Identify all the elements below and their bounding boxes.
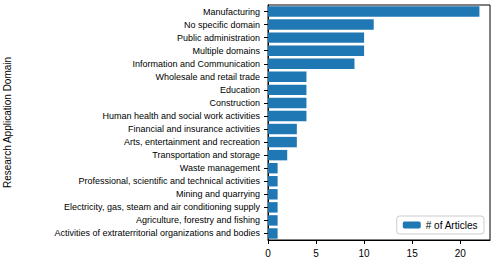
svg-text:Wholesale and retail trade: Wholesale and retail trade [155, 72, 260, 82]
svg-text:Human health and social work a: Human health and social work activities [102, 111, 260, 121]
svg-text:Multiple domains: Multiple domains [192, 46, 260, 56]
svg-text:0: 0 [265, 248, 271, 259]
svg-text:5: 5 [313, 248, 319, 259]
svg-text:Activities of extraterritorial: Activities of extraterritorial organizat… [54, 228, 260, 238]
svg-text:20: 20 [455, 248, 467, 259]
svg-text:Agriculture, forestry and fish: Agriculture, forestry and fishing [136, 215, 260, 225]
svg-text:Waste management: Waste management [180, 163, 261, 173]
svg-text:Education: Education [220, 85, 260, 95]
svg-text:10: 10 [359, 248, 371, 259]
svg-text:15: 15 [407, 248, 419, 259]
svg-text:Construction: Construction [209, 98, 260, 108]
svg-text:Financial and insurance activi: Financial and insurance activities [128, 124, 261, 134]
svg-text:# of Articles: # of Articles [426, 220, 478, 231]
svg-text:Mining and quarrying: Mining and quarrying [176, 189, 260, 199]
svg-text:Transportation and storage: Transportation and storage [152, 150, 260, 160]
svg-text:Arts, entertainment and recrea: Arts, entertainment and recreation [124, 137, 260, 147]
svg-text:Manufacturing: Manufacturing [203, 7, 260, 17]
svg-text:Research Application Domain: Research Application Domain [2, 57, 13, 188]
svg-text:Professional, scientific and t: Professional, scientific and technical a… [78, 176, 260, 186]
svg-text:Information and Communication: Information and Communication [132, 59, 260, 69]
svg-text:No specific domain: No specific domain [184, 20, 260, 30]
svg-text:Electricity, gas, steam and ai: Electricity, gas, steam and air conditio… [64, 202, 260, 212]
svg-text:Public administration: Public administration [177, 33, 260, 43]
